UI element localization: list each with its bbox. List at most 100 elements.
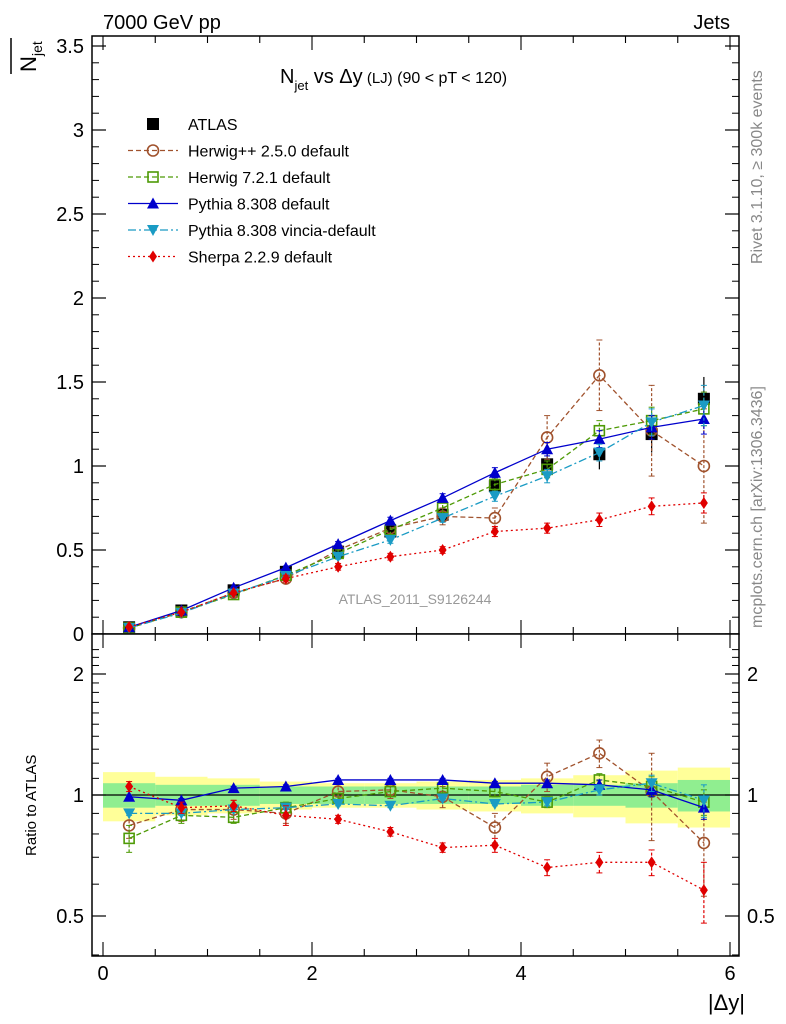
series-line-herwig-2-5-0-default — [128, 374, 705, 629]
ratio-y-tick-label-right: 1 — [747, 785, 758, 807]
data-point — [593, 368, 606, 382]
ratio-line — [128, 779, 705, 839]
main-ylabel-sub: jet — [29, 41, 45, 57]
watermark: ATLAS_2011_S9126244 — [339, 591, 492, 607]
ratio-point — [384, 800, 397, 812]
y-tick-label: 3 — [73, 120, 84, 142]
ratio-point — [227, 782, 240, 794]
legend-label: ATLAS — [188, 117, 238, 134]
data-point — [436, 502, 449, 514]
data-point — [595, 513, 604, 526]
ratio-line — [129, 782, 705, 815]
legend-item-atlas: ATLAS — [147, 117, 238, 134]
ratio-line — [129, 779, 705, 809]
ratio-point — [438, 841, 447, 854]
data-point — [488, 466, 501, 478]
title-small: (LJ) — [363, 70, 393, 87]
ratio-point — [593, 746, 606, 760]
ratio-point — [488, 821, 502, 834]
series-sherpa-2-2-9-default — [125, 492, 708, 633]
legend-item-pythia-8-308-vincia-default: Pythia 8.308 vincia-default — [128, 223, 376, 240]
ratio-point — [384, 773, 397, 785]
ratio-point — [123, 790, 136, 802]
data-point — [488, 511, 502, 525]
legend-item-herwig-2-5-0-default: Herwig++ 2.5.0 default — [128, 144, 350, 161]
series-line-pythia-8-308-default — [128, 418, 704, 628]
x-axis-label: |Δy| — [708, 990, 745, 1015]
ratio-point — [699, 884, 708, 897]
ratio-point — [334, 813, 343, 826]
data-point — [436, 513, 449, 525]
title-n: N — [280, 66, 294, 88]
data-point — [697, 459, 711, 473]
ratio-point — [488, 798, 501, 810]
y-tick-label: 0 — [73, 624, 84, 646]
legend-marker — [147, 171, 159, 183]
data-point — [332, 538, 345, 550]
y-tick-label: 2.5 — [56, 204, 84, 226]
data-point — [543, 522, 552, 535]
data-point — [647, 500, 656, 513]
ratio-point — [541, 777, 554, 789]
legend-item-pythia-8-308-default: Pythia 8.308 default — [128, 197, 330, 214]
data-point — [699, 496, 708, 509]
ratio-point — [647, 856, 656, 869]
data-point — [332, 551, 345, 563]
y-tick-label: 1.5 — [56, 372, 84, 394]
legend-label: Herwig 7.2.1 default — [188, 170, 331, 187]
main-ylabel-n: N — [16, 56, 41, 72]
ratio-point — [281, 809, 290, 822]
ratio-point — [593, 784, 606, 796]
data-point — [436, 491, 449, 503]
title-rest: vs Δy — [308, 66, 362, 88]
legend-marker — [147, 197, 159, 209]
data-point — [386, 550, 395, 563]
series-line-sherpa-2-2-9-default — [128, 502, 704, 628]
ratio-series-sherpa-2-2-9-default — [125, 780, 708, 924]
main-title: Njet vs Δy (LJ) (90 < pT < 120) — [280, 66, 507, 93]
legend-label: Sherpa 2.2.9 default — [188, 250, 333, 267]
data-point — [697, 400, 710, 412]
data-point — [334, 560, 343, 573]
ratio-point — [123, 808, 136, 820]
legend-marker — [147, 225, 159, 236]
ratio-point — [541, 797, 554, 809]
rivet-label: Rivet 3.1.10, ≥ 300k events — [749, 70, 766, 264]
ratio-line — [128, 752, 705, 844]
legend-item-herwig-7-2-1-default: Herwig 7.2.1 default — [128, 170, 331, 187]
x-tick-label: 2 — [306, 963, 317, 985]
data-point — [541, 443, 554, 455]
ratio-point — [386, 825, 395, 838]
ratio-y-tick-label-right: 2 — [747, 664, 758, 686]
data-point — [279, 561, 292, 573]
data-point — [490, 525, 499, 538]
x-tick-label: 0 — [97, 963, 108, 985]
ratio-point — [488, 777, 501, 789]
legend: ATLAS Herwig++ 2.5.0 default Herwig 7.2.1 … — [128, 117, 376, 267]
y-tick-label: 1 — [73, 456, 84, 478]
y-tick-label: 2 — [73, 288, 84, 310]
data-point — [541, 471, 554, 483]
ratio-point — [490, 839, 499, 852]
ratio-point — [229, 799, 238, 812]
ratio-y-tick-label: 0.5 — [56, 906, 84, 928]
data-point — [593, 447, 606, 459]
x-tick-label: 6 — [724, 963, 735, 985]
data-point — [384, 514, 397, 526]
header-left: 7000 GeV pp — [103, 12, 221, 34]
ratio-point — [645, 778, 658, 790]
ratio-point — [543, 861, 552, 874]
data-point — [438, 544, 447, 556]
legend-item-sherpa-2-2-9-default: Sherpa 2.2.9 default — [128, 250, 333, 267]
data-point — [384, 534, 397, 546]
legend-marker — [149, 250, 157, 263]
ratio-point — [123, 832, 135, 845]
y-tick-label: 3.5 — [56, 36, 84, 58]
data-point — [488, 491, 501, 503]
ratio-y-tick-label: 2 — [73, 664, 84, 686]
main-ylabel: N jet — [10, 38, 45, 74]
ratio-point — [436, 773, 449, 785]
ratio-point — [595, 856, 604, 869]
mcplots-label: mcplots.cern.ch [arXiv:1306.3436] — [749, 386, 766, 628]
